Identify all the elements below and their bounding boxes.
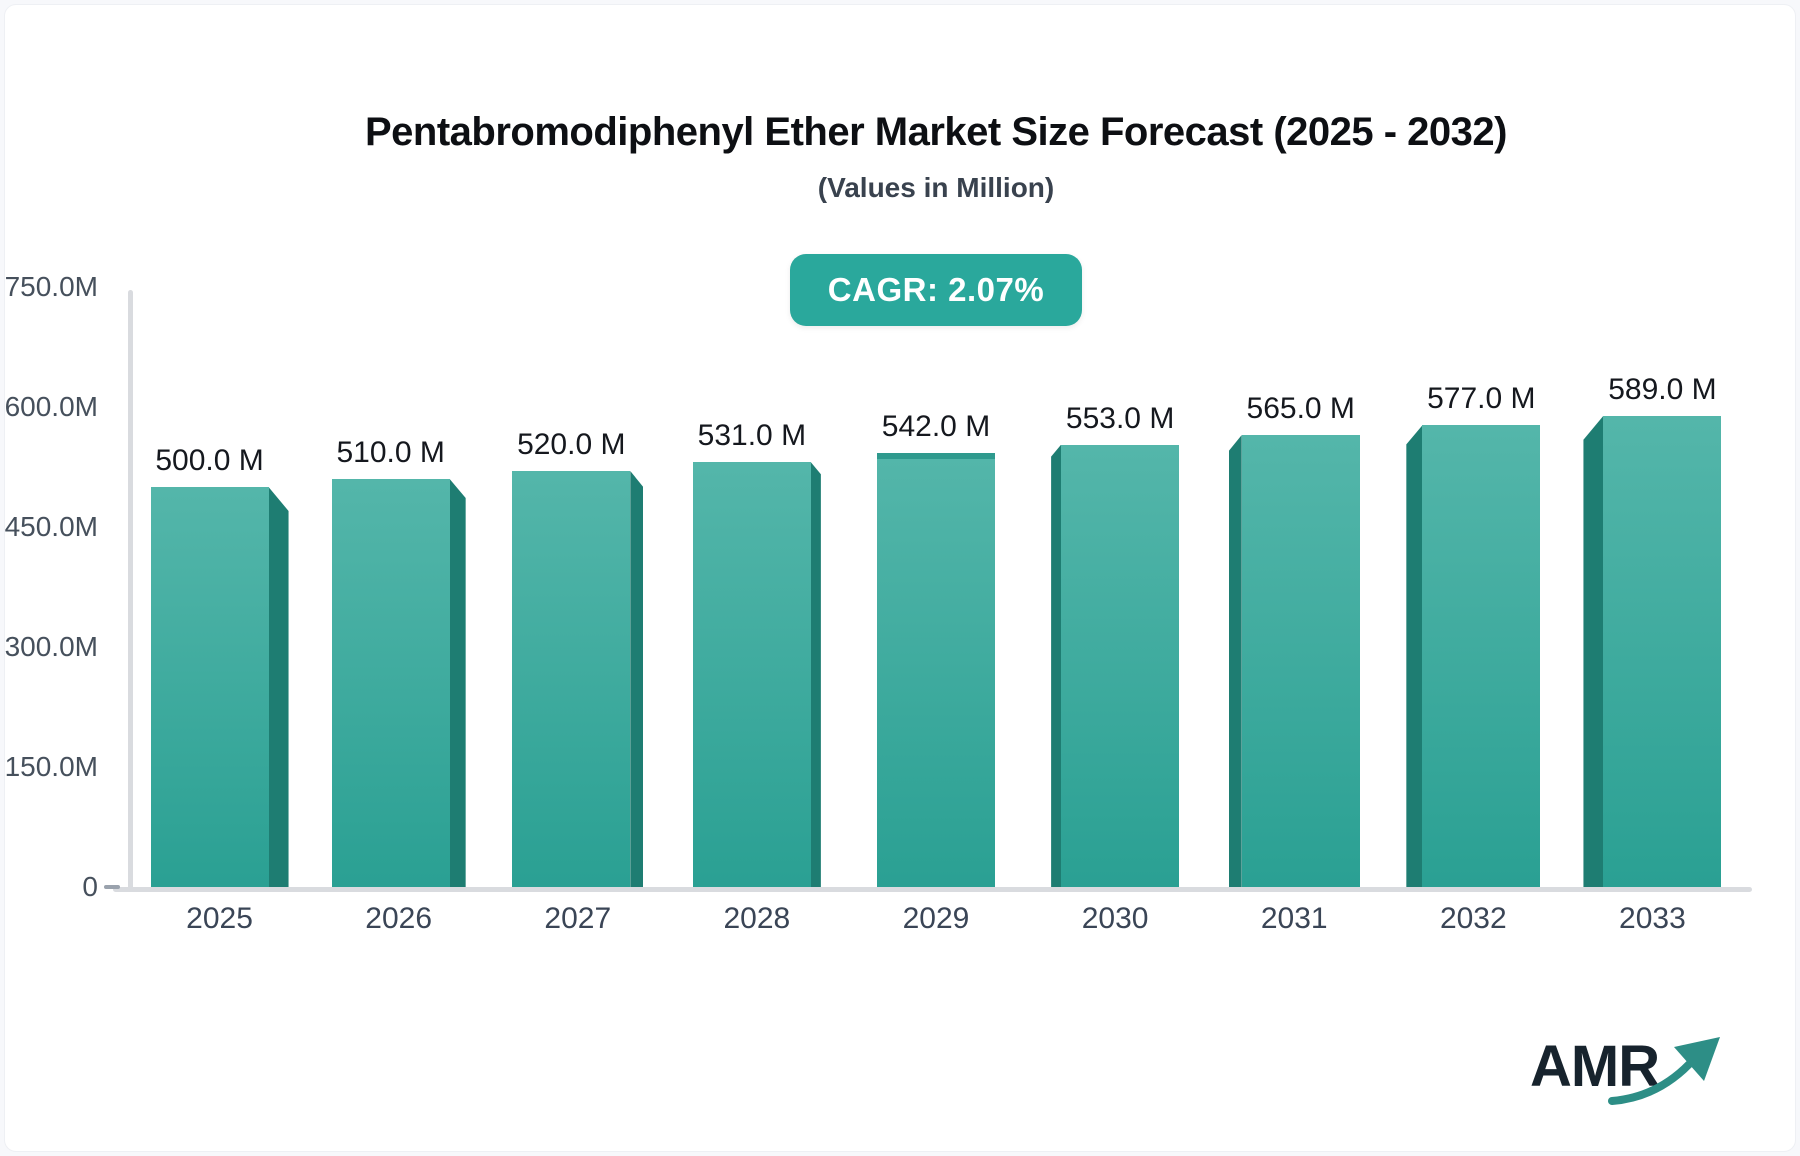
bar-value-label: 542.0 M bbox=[881, 410, 991, 444]
bar-value-label: 520.0 M bbox=[517, 428, 626, 461]
cagr-badge: CAGR: 2.07% bbox=[789, 254, 1083, 326]
x-axis-label: 2027 bbox=[544, 902, 612, 935]
bar-2030 bbox=[1061, 444, 1180, 887]
chart-subtitle: (Values in Million) bbox=[817, 172, 1055, 203]
bar-side-2031 bbox=[1228, 435, 1242, 887]
bar-2032 bbox=[1422, 425, 1541, 887]
y-axis-label: 600.0M bbox=[4, 391, 98, 422]
bar-value-label: 510.0 M bbox=[336, 436, 445, 469]
bar-value-label: 565.0 M bbox=[1246, 392, 1355, 425]
bar-value-label: 577.0 M bbox=[1427, 382, 1536, 416]
amr-logo-text: AMR bbox=[1530, 1034, 1660, 1099]
bar-side-2027 bbox=[630, 471, 644, 887]
y-axis-label: 750.0M bbox=[4, 271, 98, 302]
y-axis-label: 450.0M bbox=[4, 511, 98, 542]
x-axis-label: 2026 bbox=[365, 902, 433, 935]
bar-value-label: 531.0 M bbox=[697, 419, 807, 453]
y-axis-label: 300.0M bbox=[4, 631, 98, 662]
x-axis-label: 2033 bbox=[1619, 902, 1686, 935]
cagr-badge-container: CAGR: 2.07% bbox=[130, 254, 1742, 326]
bar-2028 bbox=[692, 462, 811, 887]
y-axis-zero-tick bbox=[104, 885, 120, 889]
bar-top-2029 bbox=[877, 453, 995, 460]
y-axis-label: 0 bbox=[82, 871, 98, 902]
bar-2033 bbox=[1603, 415, 1722, 887]
bar-side-2025 bbox=[268, 487, 289, 887]
bar-2029 bbox=[877, 453, 995, 887]
bar-2026 bbox=[331, 479, 450, 887]
growth-arrow-icon bbox=[1608, 1037, 1720, 1105]
bar-side-2030 bbox=[1051, 444, 1062, 887]
chart-title: Pentabromodiphenyl Ether Market Size For… bbox=[364, 110, 1508, 154]
amr-logo: AMR bbox=[1530, 1033, 1750, 1123]
x-axis-baseline bbox=[113, 887, 1752, 892]
bar-side-2028 bbox=[810, 462, 821, 887]
y-axis-line bbox=[128, 290, 133, 890]
x-axis-label: 2029 bbox=[902, 902, 970, 935]
x-axis-label: 2030 bbox=[1081, 902, 1149, 935]
bar-value-label: 553.0 M bbox=[1065, 401, 1175, 435]
x-axis-label: 2031 bbox=[1260, 902, 1328, 935]
x-axis-label: 2025 bbox=[186, 902, 253, 935]
bar-2027 bbox=[512, 471, 631, 887]
x-axis-label: 2032 bbox=[1439, 902, 1507, 935]
bar-value-label: 589.0 M bbox=[1608, 372, 1717, 406]
bar-side-2033 bbox=[1583, 415, 1604, 887]
bar-2031 bbox=[1241, 435, 1360, 887]
y-axis-label: 150.0M bbox=[4, 751, 98, 782]
bar-2025 bbox=[150, 487, 269, 887]
bar-value-label: 500.0 M bbox=[155, 444, 264, 477]
bar-side-2026 bbox=[449, 479, 466, 887]
bar-side-2032 bbox=[1406, 425, 1423, 887]
x-axis-label: 2028 bbox=[723, 902, 791, 935]
